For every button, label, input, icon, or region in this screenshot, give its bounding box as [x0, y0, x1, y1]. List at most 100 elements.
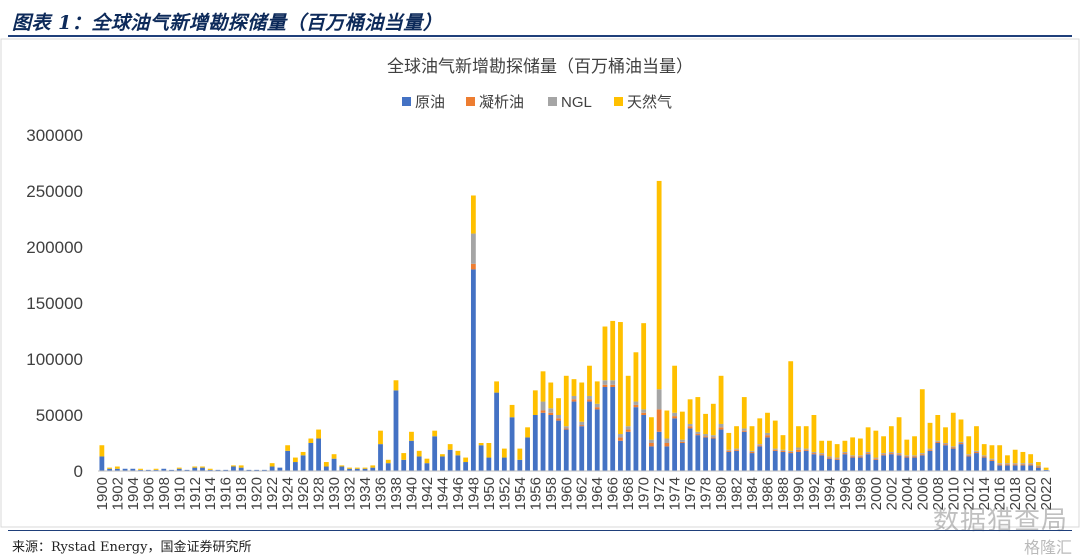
- x-tick-label: 1950: [481, 477, 498, 510]
- x-tick-label: 1926: [295, 477, 312, 510]
- bar-segment: [517, 448, 523, 460]
- bar-segment: [347, 468, 352, 471]
- bar-segment: [819, 453, 825, 455]
- bar-segment: [888, 451, 894, 454]
- bar-segment: [1043, 469, 1049, 471]
- bar-segment: [803, 449, 809, 451]
- y-tick-label: 100000: [26, 350, 83, 369]
- bar-segment: [618, 434, 623, 438]
- bar-segment: [300, 451, 306, 456]
- bar-segment: [974, 451, 979, 454]
- x-tick-label: 2014: [976, 477, 993, 510]
- bar-segment: [200, 466, 205, 468]
- bar-segment: [772, 448, 778, 450]
- bar-segment: [695, 397, 701, 432]
- bar-segment: [873, 458, 879, 460]
- bar-segment: [409, 440, 414, 471]
- bar-segment: [470, 263, 476, 270]
- bar-segment: [1012, 465, 1018, 471]
- bar-segment: [540, 412, 546, 471]
- bar-segment: [579, 382, 585, 422]
- legend-swatch: [466, 97, 475, 106]
- bar-segment: [184, 469, 190, 471]
- bar-segment: [974, 426, 979, 451]
- bar-segment: [772, 450, 778, 471]
- bar-segment: [323, 462, 329, 467]
- bar-segment: [919, 455, 925, 471]
- bar-segment: [440, 454, 445, 457]
- bar-segment: [470, 269, 476, 471]
- bar-segment: [672, 365, 678, 413]
- bar-segment: [494, 392, 499, 471]
- bar-segment: [912, 436, 917, 456]
- x-tick-label: 1908: [156, 477, 173, 510]
- bar-segment: [138, 468, 143, 470]
- bar-segment: [269, 463, 275, 467]
- bar-segment: [749, 453, 755, 471]
- bar-segment: [757, 446, 763, 471]
- bar-segment: [207, 469, 213, 471]
- bar-segment: [950, 412, 956, 447]
- bar-segment: [145, 469, 151, 471]
- bar-segment: [285, 450, 291, 471]
- x-tick-label: 1960: [558, 477, 575, 510]
- x-tick-label: 2004: [899, 477, 916, 510]
- bar-segment: [888, 453, 894, 455]
- bar-segment: [610, 380, 616, 385]
- x-tick-label: 1942: [419, 477, 436, 510]
- bar-segment: [943, 443, 948, 445]
- y-tick-label: 250000: [26, 182, 83, 201]
- bar-segment: [803, 450, 809, 471]
- bar-segment: [424, 463, 430, 471]
- bar-segment: [765, 435, 770, 438]
- bar-segment: [1005, 463, 1010, 465]
- bar-segment: [223, 469, 229, 471]
- bar-segment: [679, 441, 685, 443]
- bar-segment: [478, 443, 484, 446]
- bar-segment: [556, 398, 561, 415]
- bar-segment: [989, 459, 995, 461]
- bar-segment: [912, 455, 917, 457]
- bar-segment: [548, 408, 554, 413]
- bar-segment: [532, 415, 538, 471]
- bar-segment: [556, 420, 561, 471]
- bar-segment: [780, 450, 786, 452]
- bar-segment: [246, 469, 252, 471]
- bar-segment: [974, 453, 979, 471]
- bar-segment: [316, 438, 321, 471]
- bar-segment: [486, 457, 492, 471]
- x-tick-label: 1990: [790, 477, 807, 510]
- bar-segment: [602, 326, 608, 381]
- bar-segment: [757, 418, 763, 445]
- bar-segment: [169, 469, 174, 471]
- bar-segment: [718, 427, 724, 430]
- bar-segment: [354, 468, 360, 471]
- bar-segment: [262, 469, 267, 471]
- x-tick-label: 1976: [682, 477, 699, 510]
- bar-segment: [919, 389, 925, 454]
- bar-segment: [850, 456, 856, 458]
- bar-segment: [455, 455, 461, 471]
- bar-segment: [757, 445, 763, 447]
- bar-segment: [1020, 451, 1026, 464]
- x-tick-label: 1900: [94, 477, 111, 510]
- legend-label: 原油: [415, 94, 445, 111]
- bar-segment: [432, 436, 438, 471]
- bar-segment: [440, 456, 445, 471]
- bar-segment: [354, 467, 360, 469]
- legend-swatch: [614, 97, 623, 106]
- x-tick-label: 2008: [930, 477, 947, 510]
- bar-segment: [734, 450, 739, 471]
- bar-segment: [734, 426, 739, 449]
- bar-segment: [672, 416, 678, 419]
- bar-segment: [749, 451, 755, 454]
- bar-segment: [331, 454, 337, 459]
- bar-segment: [200, 467, 205, 471]
- bar-segment: [989, 445, 995, 459]
- stacked-bar-chart: 全球油气新增勘探储量（百万桶油当量） 原油 凝析油 NGL 天然气 0 50000 100…: [0, 38, 1080, 528]
- bar-segment: [904, 439, 910, 456]
- bar-segment: [525, 437, 530, 471]
- bar-segment: [470, 233, 476, 264]
- bar-segment: [827, 457, 832, 459]
- bar-segment: [695, 434, 701, 436]
